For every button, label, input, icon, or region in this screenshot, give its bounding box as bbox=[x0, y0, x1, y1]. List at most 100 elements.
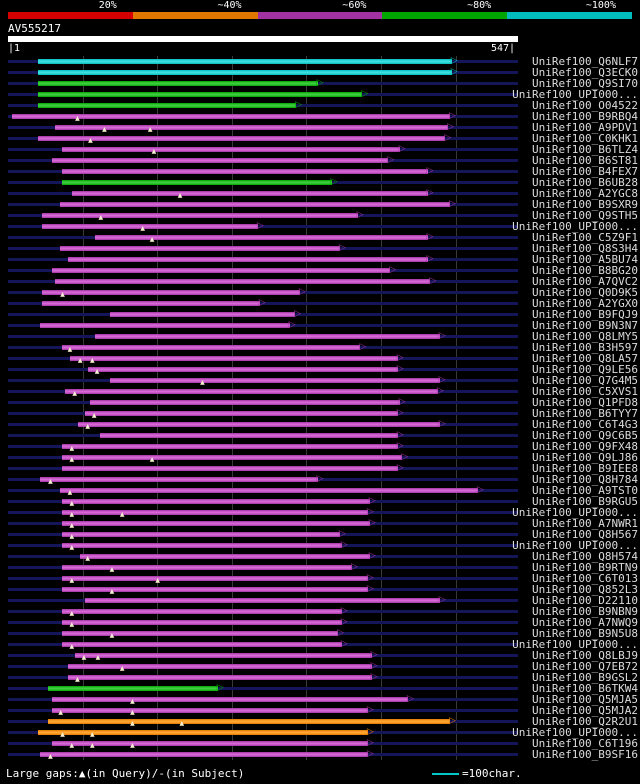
hit-label[interactable]: UniRef100_UPI000... bbox=[512, 220, 638, 233]
hit-label[interactable]: UniRef100_B9FQJ9 bbox=[532, 308, 638, 321]
hit-bar[interactable] bbox=[77, 422, 440, 427]
hit-bar[interactable] bbox=[37, 81, 318, 86]
hit-bar[interactable] bbox=[62, 180, 332, 185]
hit-label[interactable]: UniRef100_B9RGU5 bbox=[532, 495, 638, 508]
hit-bar[interactable] bbox=[85, 598, 440, 603]
hit-label[interactable]: UniRef100_B9N5U8 bbox=[532, 627, 638, 640]
hit-label[interactable]: UniRef100_A7QVC2 bbox=[532, 275, 638, 288]
hit-bar[interactable] bbox=[64, 389, 438, 394]
hit-bar[interactable] bbox=[62, 521, 370, 526]
hit-label[interactable]: UniRef100_Q9C6B5 bbox=[532, 429, 638, 442]
hit-bar[interactable] bbox=[62, 576, 368, 581]
hit-label[interactable]: UniRef100_A9TST0 bbox=[532, 484, 638, 497]
hit-label[interactable]: UniRef100_Q5MJA2 bbox=[532, 704, 638, 717]
hit-label[interactable]: UniRef100_Q3ECK0 bbox=[532, 66, 638, 79]
hit-label[interactable]: UniRef100_A7NWR1 bbox=[532, 517, 638, 530]
hit-label[interactable]: UniRef100_Q852L3 bbox=[532, 583, 638, 596]
hit-bar[interactable] bbox=[62, 620, 342, 625]
hit-label[interactable]: UniRef100_B6UB28 bbox=[532, 176, 638, 189]
hit-label[interactable]: UniRef100_B9RBQ4 bbox=[532, 110, 638, 123]
hit-label[interactable]: UniRef100_C6T196 bbox=[532, 737, 638, 750]
hit-bar[interactable] bbox=[39, 323, 290, 328]
hit-label[interactable]: UniRef100_Q9SI70 bbox=[532, 77, 638, 90]
hit-bar[interactable] bbox=[37, 103, 297, 108]
hit-label[interactable]: UniRef100_Q8S3H4 bbox=[532, 242, 638, 255]
hit-bar[interactable] bbox=[72, 191, 428, 196]
hit-label[interactable]: UniRef100_Q8H574 bbox=[532, 550, 638, 563]
hit-label[interactable]: UniRef100_Q8LMY5 bbox=[532, 330, 638, 343]
hit-bar[interactable] bbox=[94, 235, 428, 240]
hit-label[interactable]: UniRef100_Q9LJ86 bbox=[532, 451, 638, 464]
hit-bar[interactable] bbox=[60, 202, 450, 207]
hit-label[interactable]: UniRef100_B6ST81 bbox=[532, 154, 638, 167]
hit-bar[interactable] bbox=[41, 301, 260, 306]
hit-label[interactable]: UniRef100_C6T013 bbox=[532, 572, 638, 585]
hit-label[interactable]: UniRef100_Q8H567 bbox=[532, 528, 638, 541]
hit-bar[interactable] bbox=[109, 378, 440, 383]
hit-label[interactable]: UniRef100_Q0D9K5 bbox=[532, 286, 638, 299]
hit-bar[interactable] bbox=[62, 543, 342, 548]
hit-bar[interactable] bbox=[62, 169, 428, 174]
hit-bar[interactable] bbox=[62, 466, 398, 471]
hit-label[interactable]: UniRef100_UPI000... bbox=[512, 88, 638, 101]
hit-bar[interactable] bbox=[62, 499, 370, 504]
hit-bar[interactable] bbox=[41, 224, 258, 229]
hit-label[interactable]: UniRef100_A9PDV1 bbox=[532, 121, 638, 134]
hit-bar[interactable] bbox=[62, 444, 398, 449]
hit-bar[interactable] bbox=[54, 279, 431, 284]
hit-label[interactable]: UniRef100_B8BG20 bbox=[532, 264, 638, 277]
hit-bar[interactable] bbox=[67, 675, 372, 680]
hit-bar[interactable] bbox=[37, 70, 452, 75]
hit-bar[interactable] bbox=[62, 510, 368, 515]
hit-label[interactable]: UniRef100_Q9FX48 bbox=[532, 440, 638, 453]
hit-label[interactable]: UniRef100_Q8LA57 bbox=[532, 352, 638, 365]
hit-label[interactable]: UniRef100_Q7EB72 bbox=[532, 660, 638, 673]
hit-bar[interactable] bbox=[67, 257, 428, 262]
hit-label[interactable]: UniRef100_Q6NLF7 bbox=[532, 55, 638, 68]
hit-label[interactable]: UniRef100_A5BU74 bbox=[532, 253, 638, 266]
hit-bar[interactable] bbox=[75, 653, 372, 658]
hit-bar[interactable] bbox=[62, 147, 400, 152]
hit-label[interactable]: UniRef100_C5XVS1 bbox=[532, 385, 638, 398]
hit-label[interactable]: UniRef100_B3H597 bbox=[532, 341, 638, 354]
hit-bar[interactable] bbox=[51, 741, 368, 746]
hit-bar[interactable] bbox=[51, 697, 408, 702]
hit-label[interactable]: UniRef100_UPI000... bbox=[512, 506, 638, 519]
hit-bar[interactable] bbox=[109, 312, 296, 317]
hit-label[interactable]: UniRef100_Q1PFD8 bbox=[532, 396, 638, 409]
hit-bar[interactable] bbox=[41, 213, 358, 218]
hit-label[interactable]: UniRef100_B6TYY7 bbox=[532, 407, 638, 420]
hit-bar[interactable] bbox=[48, 686, 218, 691]
hit-label[interactable]: UniRef100_D22110 bbox=[532, 594, 638, 607]
hit-bar[interactable] bbox=[60, 488, 478, 493]
hit-bar[interactable] bbox=[48, 719, 450, 724]
hit-bar[interactable] bbox=[37, 59, 452, 64]
hit-label[interactable]: UniRef100_UPI000... bbox=[512, 539, 638, 552]
hit-bar[interactable] bbox=[54, 125, 449, 130]
hit-label[interactable]: UniRef100_A7NWQ9 bbox=[532, 616, 638, 629]
hit-label[interactable]: UniRef100_Q9LE56 bbox=[532, 363, 638, 376]
hit-bar[interactable] bbox=[51, 708, 368, 713]
hit-label[interactable]: UniRef100_B9NBN9 bbox=[532, 605, 638, 618]
hit-label[interactable]: UniRef100_B9N3N7 bbox=[532, 319, 638, 332]
hit-bar[interactable] bbox=[39, 477, 318, 482]
hit-label[interactable]: UniRef100_Q5MJA5 bbox=[532, 693, 638, 706]
hit-label[interactable]: UniRef100_B9SF16 bbox=[532, 748, 638, 761]
hit-label[interactable]: UniRef100_UPI000... bbox=[512, 726, 638, 739]
hit-bar[interactable] bbox=[51, 158, 389, 163]
hit-bar[interactable] bbox=[51, 268, 391, 273]
hit-label[interactable]: UniRef100_C0KHK1 bbox=[532, 132, 638, 145]
hit-bar[interactable] bbox=[62, 587, 368, 592]
hit-bar[interactable] bbox=[69, 356, 398, 361]
hit-label[interactable]: UniRef100_B6TKW4 bbox=[532, 682, 638, 695]
hit-label[interactable]: UniRef100_B9IEE8 bbox=[532, 462, 638, 475]
hit-bar[interactable] bbox=[37, 730, 368, 735]
hit-bar[interactable] bbox=[62, 345, 361, 350]
hit-label[interactable]: UniRef100_B9RTN9 bbox=[532, 561, 638, 574]
hit-label[interactable]: UniRef100_A2YGX0 bbox=[532, 297, 638, 310]
hit-label[interactable]: UniRef100_C6T4G3 bbox=[532, 418, 638, 431]
hit-label[interactable]: UniRef100_Q8LBJ9 bbox=[532, 649, 638, 662]
hit-label[interactable]: UniRef100_Q2R2U1 bbox=[532, 715, 638, 728]
hit-label[interactable]: UniRef100_B9GSL2 bbox=[532, 671, 638, 684]
hit-label[interactable]: UniRef100_O04522 bbox=[532, 99, 638, 112]
